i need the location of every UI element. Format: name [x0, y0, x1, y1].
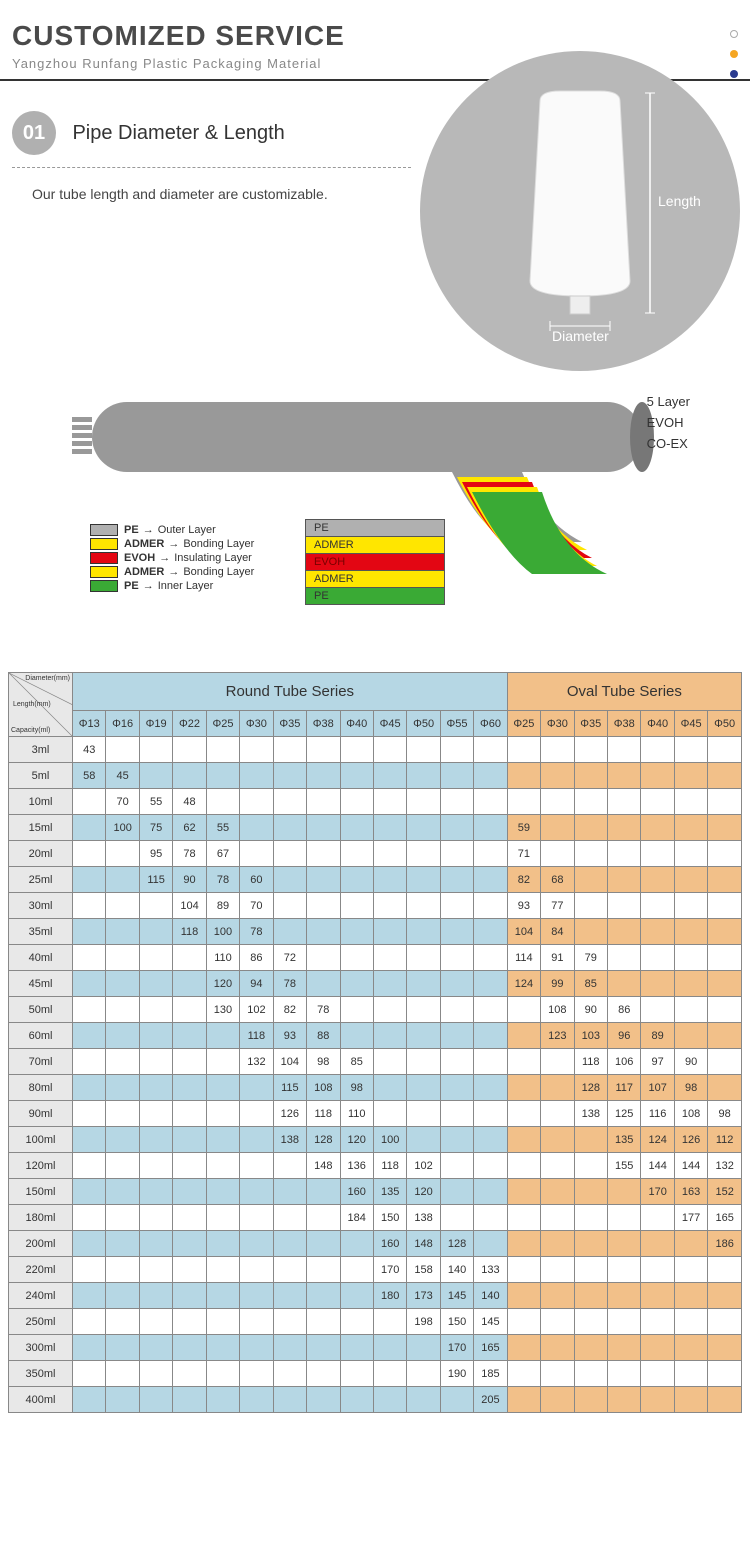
section-pipe: 01 Pipe Diameter & Length Our tube lengt… — [0, 81, 750, 242]
divider — [12, 167, 411, 168]
decor-dots — [730, 30, 738, 78]
section-title: Pipe Diameter & Length — [72, 122, 284, 145]
page-title: CUSTOMIZED SERVICE — [12, 20, 738, 52]
length-label: Length — [658, 193, 701, 209]
diameter-label: Diameter — [552, 328, 609, 344]
layer-box: PEADMEREVOHADMERPE — [305, 519, 445, 605]
layer-legend: PE→Outer LayerADMER→Bonding LayerEVOH→In… — [90, 522, 254, 594]
layer-right-labels: 5 LayerEVOHCO-EX — [647, 392, 690, 454]
section-badge: 01 — [12, 111, 56, 155]
tube-table: Diameter(mm)Length(mm)Capacity(ml)Round … — [0, 672, 750, 1433]
tube-illustration: Length Diameter — [420, 51, 740, 371]
layers-diagram: PE→Outer LayerADMER→Bonding LayerEVOH→In… — [0, 362, 750, 672]
